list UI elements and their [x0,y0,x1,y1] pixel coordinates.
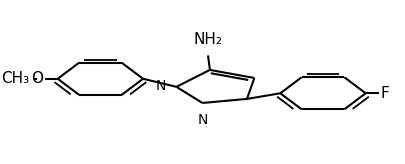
Text: CH₃: CH₃ [1,71,29,86]
Text: O: O [32,71,43,86]
Text: F: F [379,86,388,101]
Text: N: N [197,113,207,127]
Text: NH₂: NH₂ [193,31,222,47]
Text: N: N [155,79,166,93]
